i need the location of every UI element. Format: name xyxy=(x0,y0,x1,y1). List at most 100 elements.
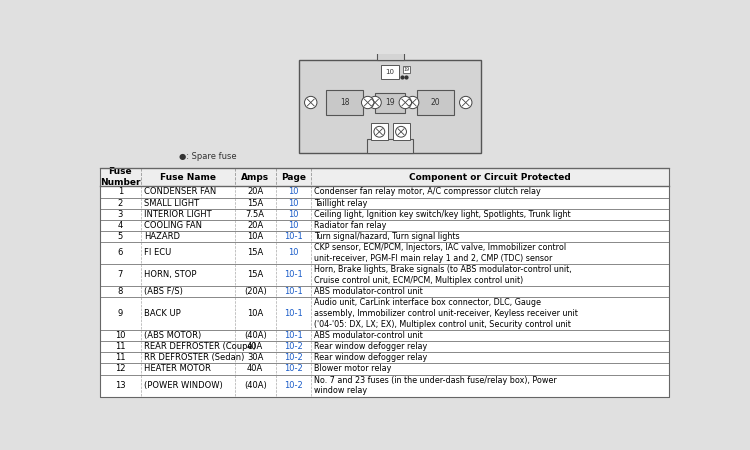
Text: 40A: 40A xyxy=(247,342,263,351)
Text: Component or Circuit Protected: Component or Circuit Protected xyxy=(409,173,571,182)
Text: CONDENSER FAN: CONDENSER FAN xyxy=(144,188,216,197)
Text: 11: 11 xyxy=(116,353,126,362)
Bar xyxy=(100,186,669,198)
Text: 6: 6 xyxy=(118,248,123,257)
Text: Blower motor relay: Blower motor relay xyxy=(314,364,392,373)
Text: Fuse
Number: Fuse Number xyxy=(100,167,141,187)
Text: 10-1: 10-1 xyxy=(284,270,303,279)
Text: (40A): (40A) xyxy=(244,331,266,340)
Bar xyxy=(100,364,669,374)
Text: 10-2: 10-2 xyxy=(284,364,303,373)
Text: RR DEFROSTER (Sedan): RR DEFROSTER (Sedan) xyxy=(144,353,244,362)
Text: 10: 10 xyxy=(288,248,298,257)
Text: 10-2: 10-2 xyxy=(284,353,303,362)
Text: Rear window defogger relay: Rear window defogger relay xyxy=(314,353,428,362)
Text: 10-2: 10-2 xyxy=(284,381,303,390)
Circle shape xyxy=(460,96,472,108)
Text: 1: 1 xyxy=(118,188,123,197)
Text: No. 7 and 23 fuses (in the under-dash fuse/relay box), Power
window relay: No. 7 and 23 fuses (in the under-dash fu… xyxy=(314,376,556,396)
Text: 20A: 20A xyxy=(247,188,263,197)
Text: Rear window defogger relay: Rear window defogger relay xyxy=(314,342,428,351)
Text: 5: 5 xyxy=(118,232,123,241)
Text: 9: 9 xyxy=(118,309,123,318)
Bar xyxy=(376,53,404,60)
Bar xyxy=(392,123,410,140)
Text: Audio unit, CarLink interface box connector, DLC, Gauge
assembly, Immobilizer co: Audio unit, CarLink interface box connec… xyxy=(314,298,578,329)
Bar xyxy=(376,93,405,112)
Text: Turn signal/hazard, Turn signal lights: Turn signal/hazard, Turn signal lights xyxy=(314,232,460,241)
Bar xyxy=(299,60,482,153)
Bar xyxy=(403,66,410,73)
Text: ABS modulator-control unit: ABS modulator-control unit xyxy=(314,331,423,340)
Text: 15A: 15A xyxy=(247,270,263,279)
Text: 12: 12 xyxy=(116,364,126,373)
Text: 7: 7 xyxy=(118,270,123,279)
Text: Radiator fan relay: Radiator fan relay xyxy=(314,220,386,230)
Text: 4: 4 xyxy=(118,220,123,230)
Text: (40A): (40A) xyxy=(244,381,266,390)
Text: 10A: 10A xyxy=(247,232,263,241)
Bar xyxy=(370,123,388,140)
Text: 10: 10 xyxy=(386,69,394,75)
Text: 18: 18 xyxy=(340,98,350,107)
Bar xyxy=(100,286,669,297)
Text: 10-1: 10-1 xyxy=(284,287,303,296)
Bar xyxy=(100,264,669,286)
Text: 10-1: 10-1 xyxy=(284,331,303,340)
Text: 2: 2 xyxy=(118,198,123,207)
Bar xyxy=(100,330,669,342)
Text: HEATER MOTOR: HEATER MOTOR xyxy=(144,364,211,373)
Text: 10: 10 xyxy=(288,210,298,219)
Text: (POWER WINDOW): (POWER WINDOW) xyxy=(144,381,223,390)
Bar xyxy=(100,198,669,208)
Text: Amps: Amps xyxy=(242,173,269,182)
Text: 8: 8 xyxy=(118,287,123,296)
Text: 20: 20 xyxy=(430,98,440,107)
Text: (ABS MOTOR): (ABS MOTOR) xyxy=(144,331,201,340)
Text: 10-1: 10-1 xyxy=(284,232,303,241)
Text: HAZARD: HAZARD xyxy=(144,232,180,241)
Circle shape xyxy=(362,96,374,108)
Circle shape xyxy=(399,96,412,108)
Bar xyxy=(100,208,669,220)
Text: BACK UP: BACK UP xyxy=(144,309,181,318)
Bar xyxy=(100,374,669,396)
Text: Horn, Brake lights, Brake signals (to ABS modulator-control unit,
Cruise control: Horn, Brake lights, Brake signals (to AB… xyxy=(314,265,572,285)
Text: 10: 10 xyxy=(288,220,298,230)
Bar xyxy=(100,168,669,396)
Bar xyxy=(100,168,669,186)
Text: 10: 10 xyxy=(116,331,126,340)
Text: COOLING FAN: COOLING FAN xyxy=(144,220,202,230)
Text: 10-1: 10-1 xyxy=(284,309,303,318)
Text: ABS modulator-control unit: ABS modulator-control unit xyxy=(314,287,423,296)
Circle shape xyxy=(304,96,317,108)
Text: 10: 10 xyxy=(288,188,298,197)
Text: ●: Spare fuse: ●: Spare fuse xyxy=(179,152,237,161)
Text: CKP sensor, ECM/PCM, Injectors, IAC valve, Immobilizer control
unit-receiver, PG: CKP sensor, ECM/PCM, Injectors, IAC valv… xyxy=(314,243,566,263)
Text: HORN, STOP: HORN, STOP xyxy=(144,270,196,279)
Bar xyxy=(100,352,669,364)
Bar xyxy=(100,297,669,330)
Text: 10: 10 xyxy=(288,198,298,207)
Text: 10-2: 10-2 xyxy=(284,342,303,351)
Text: 15A: 15A xyxy=(247,198,263,207)
Bar xyxy=(326,90,364,115)
Bar xyxy=(100,220,669,231)
Circle shape xyxy=(406,96,418,108)
Text: REAR DEFROSTER (Coupe): REAR DEFROSTER (Coupe) xyxy=(144,342,256,351)
Text: 7.5A: 7.5A xyxy=(246,210,265,219)
Text: 30A: 30A xyxy=(247,353,263,362)
Text: 40A: 40A xyxy=(247,364,263,373)
Text: Condenser fan relay motor, A/C compressor clutch relay: Condenser fan relay motor, A/C compresso… xyxy=(314,188,541,197)
Circle shape xyxy=(395,126,406,137)
Text: 19: 19 xyxy=(403,68,410,72)
Bar xyxy=(417,90,454,115)
Text: Taillight relay: Taillight relay xyxy=(314,198,368,207)
Text: 19: 19 xyxy=(386,98,395,107)
Text: Page: Page xyxy=(280,173,306,182)
Text: 15A: 15A xyxy=(247,248,263,257)
Text: Fuse Name: Fuse Name xyxy=(160,173,216,182)
Bar xyxy=(367,139,413,153)
Text: (20A): (20A) xyxy=(244,287,266,296)
Circle shape xyxy=(369,96,381,108)
